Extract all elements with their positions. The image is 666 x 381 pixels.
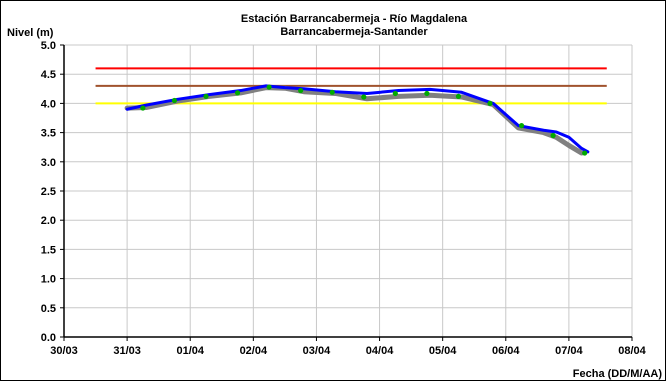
y-tick-labels: 0.0 0.5 1.0 1.5 2.0 2.5 3.0 3.5 4.0 4.5 5.0 [41, 40, 56, 344]
y-tick-label: 2.0 [41, 215, 56, 227]
data-point [518, 122, 525, 129]
y-tick-label: 0.5 [41, 303, 56, 315]
y-tick-label: 2.5 [41, 186, 56, 198]
axes [60, 44, 633, 341]
data-point [329, 89, 335, 95]
x-tick-label: 02/04 [240, 345, 268, 357]
data-point [550, 132, 556, 139]
x-tick-labels: 30/03 31/03 01/04 02/04 03/04 04/04 05/04 06/04… [50, 345, 646, 357]
data-point [361, 94, 367, 100]
y-tick-label: 0.0 [41, 332, 56, 344]
x-tick-label: 31/03 [113, 345, 141, 357]
y-tick-label: 5.0 [41, 40, 56, 52]
y-tick-label: 1.5 [41, 244, 56, 256]
series-group [124, 84, 590, 156]
data-point [266, 84, 272, 90]
data-point [234, 90, 241, 96]
x-tick-label: 04/04 [366, 345, 394, 357]
y-tick-label: 4.5 [41, 69, 56, 81]
x-tick-label: 05/04 [429, 345, 457, 357]
x-tick-label: 06/04 [492, 345, 520, 357]
data-point [424, 90, 430, 97]
series-line-blue [125, 84, 590, 154]
data-point [171, 97, 178, 104]
chart-title-line-2: Barrancabermeja-Santander [280, 26, 428, 38]
x-tick-label: 07/04 [555, 345, 583, 357]
y-tick-label: 3.0 [41, 157, 56, 169]
data-point [140, 105, 146, 111]
data-point [455, 93, 462, 99]
y-tick-label: 4.0 [41, 98, 56, 110]
data-point [582, 150, 588, 156]
data-point [298, 87, 304, 94]
chart-title-line-1: Estación Barrancabermeja - Río Magdalena [241, 13, 468, 25]
x-tick-label: 03/04 [303, 345, 331, 357]
x-tick-label: 01/04 [176, 345, 204, 357]
x-tick-label: 08/04 [618, 345, 646, 357]
threshold-lines [95, 67, 607, 105]
y-tick-label: 1.0 [41, 274, 56, 286]
data-point [487, 100, 493, 106]
series-line-gray [124, 85, 585, 156]
data-point [392, 90, 398, 97]
x-axis-title: Fecha (DD/M/AA) [573, 368, 663, 380]
y-tick-label: 3.5 [41, 128, 56, 140]
x-tick-label: 30/03 [50, 345, 78, 357]
y-axis-title: Nivel (m) [7, 27, 54, 39]
data-point [203, 93, 209, 99]
